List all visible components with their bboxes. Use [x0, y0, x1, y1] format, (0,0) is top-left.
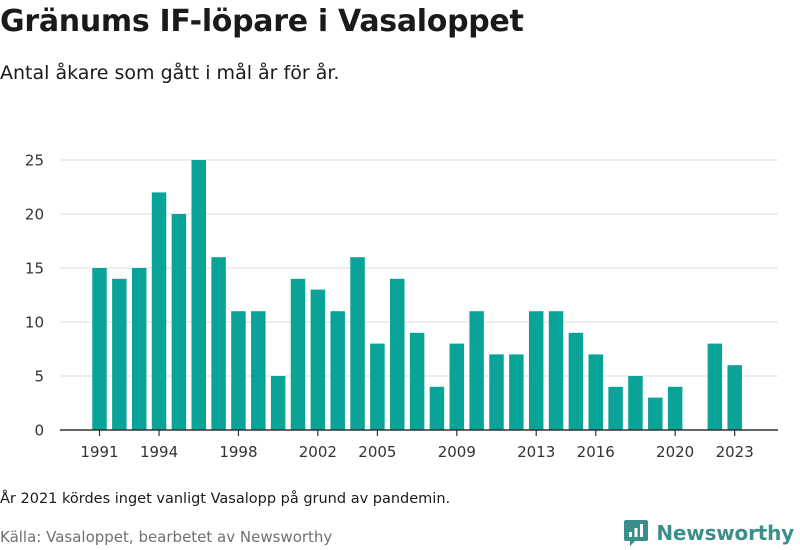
chart-title: Gränums IF-löpare i Vasaloppet	[0, 4, 524, 39]
x-tick-label: 2023	[716, 443, 754, 461]
source-text: Källa: Vasaloppet, bearbetet av Newswort…	[0, 528, 333, 546]
bar-2014	[548, 311, 564, 430]
y-tick-label: 0	[34, 422, 44, 440]
y-tick-label: 10	[25, 314, 44, 332]
bar-2023	[727, 365, 742, 430]
y-tick-label: 15	[25, 260, 44, 278]
bar-2022	[707, 343, 723, 430]
x-tick-label: 2013	[517, 443, 555, 461]
x-tick-label: 1998	[219, 443, 257, 461]
bar-1997	[211, 257, 226, 430]
newsworthy-logo-icon	[624, 520, 649, 546]
bar-1991	[92, 268, 107, 430]
newsworthy-logo: Newsworthy	[623, 519, 794, 547]
bar-2008	[429, 386, 445, 430]
bar-2007	[409, 332, 425, 430]
bar-1995	[171, 214, 187, 430]
x-tick-label: 2020	[656, 443, 694, 461]
newsworthy-logo-text: Newsworthy	[656, 521, 794, 545]
x-tick-label: 1991	[80, 443, 118, 461]
bar-2004	[350, 257, 365, 430]
x-tick-label: 2005	[358, 443, 396, 461]
bar-1996	[191, 160, 206, 430]
bar-2013	[528, 311, 544, 430]
chart-subtitle: Antal åkare som gått i mål år för år.	[0, 62, 340, 84]
bar-2015	[568, 332, 584, 430]
x-axis-ticks: 1991 1994 1998 2002 2005 2009 2013 2016 2020 2023	[60, 429, 778, 461]
bar-2002	[310, 289, 326, 430]
bar-2016	[588, 354, 603, 430]
bar-1993	[131, 268, 147, 430]
bar-2006	[390, 278, 405, 430]
bar-2012	[509, 354, 524, 430]
bar-2020	[667, 386, 683, 430]
x-tick-label: 2002	[299, 443, 337, 461]
bar-1998	[231, 311, 246, 430]
bars	[92, 160, 742, 430]
bar-1992	[112, 278, 127, 430]
bar-2018	[628, 376, 643, 430]
bar-2009	[449, 343, 465, 430]
x-tick-label: 2016	[577, 443, 615, 461]
bar-2005	[370, 343, 385, 430]
y-tick-label: 5	[34, 368, 44, 386]
bar-2017	[608, 386, 623, 430]
bar-chart: 0 5 10 15 20 25 1991 1994 1998 2002 2005 2009 2013 2…	[25, 152, 778, 461]
bar-2011	[489, 354, 504, 430]
footnote: År 2021 kördes inget vanligt Vasalopp på…	[0, 491, 451, 507]
y-tick-label: 25	[25, 152, 44, 170]
y-tick-label: 20	[25, 206, 44, 224]
x-tick-label: 1994	[140, 443, 178, 461]
bar-1999	[251, 311, 266, 430]
x-tick-label: 2009	[438, 443, 476, 461]
bar-2019	[648, 397, 663, 430]
bar-1994	[151, 192, 167, 430]
bar-2010	[469, 311, 484, 430]
bar-2000	[270, 376, 286, 430]
bar-2003	[330, 311, 345, 430]
bar-2001	[290, 278, 306, 430]
y-axis-ticks: 0 5 10 15 20 25	[25, 152, 44, 440]
